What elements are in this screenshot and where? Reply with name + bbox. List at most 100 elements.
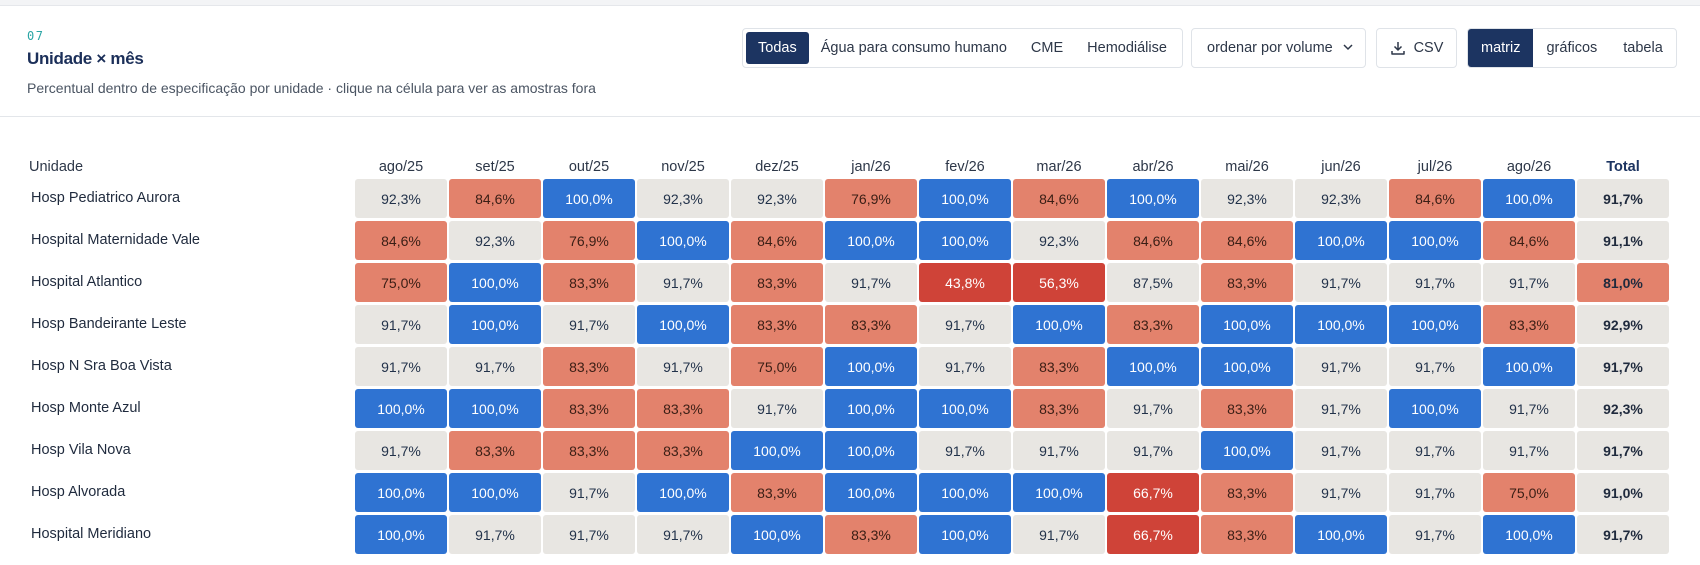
matrix-cell[interactable]: 91,7% [355,347,447,386]
matrix-cell[interactable]: 92,3% [637,179,729,218]
matrix-cell[interactable]: 91,7% [825,263,917,302]
matrix-cell[interactable]: 87,5% [1107,263,1199,302]
matrix-cell[interactable]: 100,0% [355,515,447,554]
matrix-cell[interactable]: 83,3% [1483,305,1575,344]
matrix-cell[interactable]: 92,3% [1201,179,1293,218]
matrix-cell[interactable]: 84,6% [1201,221,1293,260]
matrix-cell[interactable]: 83,3% [1201,473,1293,512]
matrix-cell[interactable]: 100,0% [355,473,447,512]
matrix-cell[interactable]: 84,6% [1013,179,1105,218]
matrix-cell[interactable]: 92,3% [731,179,823,218]
matrix-cell[interactable]: 100,0% [1483,515,1575,554]
matrix-cell[interactable]: 91,7% [1013,515,1105,554]
matrix-cell[interactable]: 100,0% [825,431,917,470]
matrix-cell[interactable]: 91,7% [637,347,729,386]
matrix-cell[interactable]: 92,3% [449,221,541,260]
matrix-cell[interactable]: 84,6% [449,179,541,218]
matrix-cell[interactable]: 91,7% [1107,431,1199,470]
matrix-cell[interactable]: 83,3% [1107,305,1199,344]
matrix-cell[interactable]: 83,3% [1013,389,1105,428]
matrix-cell[interactable]: 84,6% [355,221,447,260]
matrix-cell[interactable]: 91,7% [543,305,635,344]
matrix-cell[interactable]: 100,0% [1201,431,1293,470]
matrix-cell[interactable]: 83,3% [1201,389,1293,428]
matrix-cell[interactable]: 83,3% [543,347,635,386]
matrix-cell[interactable]: 100,0% [1389,221,1481,260]
matrix-cell[interactable]: 91,7% [919,305,1011,344]
matrix-cell[interactable]: 100,0% [637,473,729,512]
matrix-cell[interactable]: 100,0% [919,473,1011,512]
matrix-cell[interactable]: 83,3% [731,473,823,512]
matrix-cell[interactable]: 100,0% [919,179,1011,218]
matrix-cell[interactable]: 83,3% [731,263,823,302]
matrix-cell[interactable]: 100,0% [825,473,917,512]
matrix-cell[interactable]: 91,7% [1295,347,1387,386]
matrix-cell[interactable]: 91,7% [1483,431,1575,470]
matrix-cell[interactable]: 84,6% [731,221,823,260]
matrix-cell[interactable]: 91,7% [1295,431,1387,470]
matrix-cell[interactable]: 91,7% [1295,473,1387,512]
filter-hemodialise[interactable]: Hemodiálise [1087,40,1167,56]
matrix-cell[interactable]: 91,7% [731,389,823,428]
matrix-cell[interactable]: 100,0% [1107,347,1199,386]
matrix-cell[interactable]: 100,0% [449,389,541,428]
matrix-cell[interactable]: 91,7% [1295,263,1387,302]
matrix-cell[interactable]: 83,3% [1201,263,1293,302]
matrix-cell[interactable]: 100,0% [1201,347,1293,386]
matrix-cell[interactable]: 91,7% [637,515,729,554]
matrix-cell[interactable]: 91,7% [1013,431,1105,470]
matrix-cell[interactable]: 83,3% [543,389,635,428]
matrix-cell[interactable]: 100,0% [1201,305,1293,344]
matrix-cell[interactable]: 91,7% [449,515,541,554]
matrix-cell[interactable]: 100,0% [919,221,1011,260]
matrix-cell[interactable]: 91,7% [1295,389,1387,428]
view-graficos[interactable]: gráficos [1546,40,1598,56]
matrix-cell[interactable]: 92,3% [1013,221,1105,260]
csv-download-button[interactable]: CSV [1376,28,1457,68]
matrix-cell[interactable]: 100,0% [825,389,917,428]
matrix-cell[interactable]: 100,0% [731,431,823,470]
matrix-cell[interactable]: 100,0% [543,179,635,218]
matrix-cell[interactable]: 75,0% [731,347,823,386]
matrix-cell[interactable]: 84,6% [1107,221,1199,260]
matrix-cell[interactable]: 83,3% [825,305,917,344]
matrix-cell[interactable]: 83,3% [1013,347,1105,386]
matrix-cell[interactable]: 91,7% [1389,263,1481,302]
matrix-cell[interactable]: 84,6% [1483,221,1575,260]
matrix-cell[interactable]: 100,0% [1107,179,1199,218]
filter-cme[interactable]: CME [1030,40,1064,56]
matrix-cell[interactable]: 83,3% [637,431,729,470]
matrix-cell[interactable]: 75,0% [355,263,447,302]
matrix-cell[interactable]: 66,7% [1107,473,1199,512]
matrix-cell[interactable]: 100,0% [919,515,1011,554]
matrix-cell[interactable]: 75,0% [1483,473,1575,512]
matrix-cell[interactable]: 91,7% [355,431,447,470]
matrix-cell[interactable]: 91,7% [449,347,541,386]
matrix-cell[interactable]: 91,7% [1389,347,1481,386]
matrix-cell[interactable]: 91,7% [355,305,447,344]
matrix-cell[interactable]: 91,7% [1483,389,1575,428]
matrix-cell[interactable]: 100,0% [637,305,729,344]
matrix-cell[interactable]: 100,0% [1013,305,1105,344]
filter-todas[interactable]: Todas [746,32,809,64]
matrix-cell[interactable]: 91,7% [1389,473,1481,512]
matrix-cell[interactable]: 84,6% [1389,179,1481,218]
matrix-cell[interactable]: 100,0% [1389,305,1481,344]
sort-select[interactable]: ordenar por volume [1191,28,1366,68]
matrix-cell[interactable]: 92,3% [1295,179,1387,218]
matrix-cell[interactable]: 91,7% [1107,389,1199,428]
matrix-cell[interactable]: 100,0% [637,221,729,260]
matrix-cell[interactable]: 91,7% [919,431,1011,470]
matrix-cell[interactable]: 83,3% [543,431,635,470]
matrix-cell[interactable]: 83,3% [449,431,541,470]
matrix-cell[interactable]: 100,0% [355,389,447,428]
matrix-cell[interactable]: 91,7% [637,263,729,302]
matrix-cell[interactable]: 83,3% [825,515,917,554]
matrix-cell[interactable]: 66,7% [1107,515,1199,554]
matrix-cell[interactable]: 100,0% [1295,515,1387,554]
matrix-cell[interactable]: 100,0% [1389,389,1481,428]
matrix-cell[interactable]: 83,3% [1201,515,1293,554]
matrix-cell[interactable]: 83,3% [731,305,823,344]
matrix-cell[interactable]: 43,8% [919,263,1011,302]
filter-agua-consumo-humano[interactable]: Água para consumo humano [820,40,1007,56]
